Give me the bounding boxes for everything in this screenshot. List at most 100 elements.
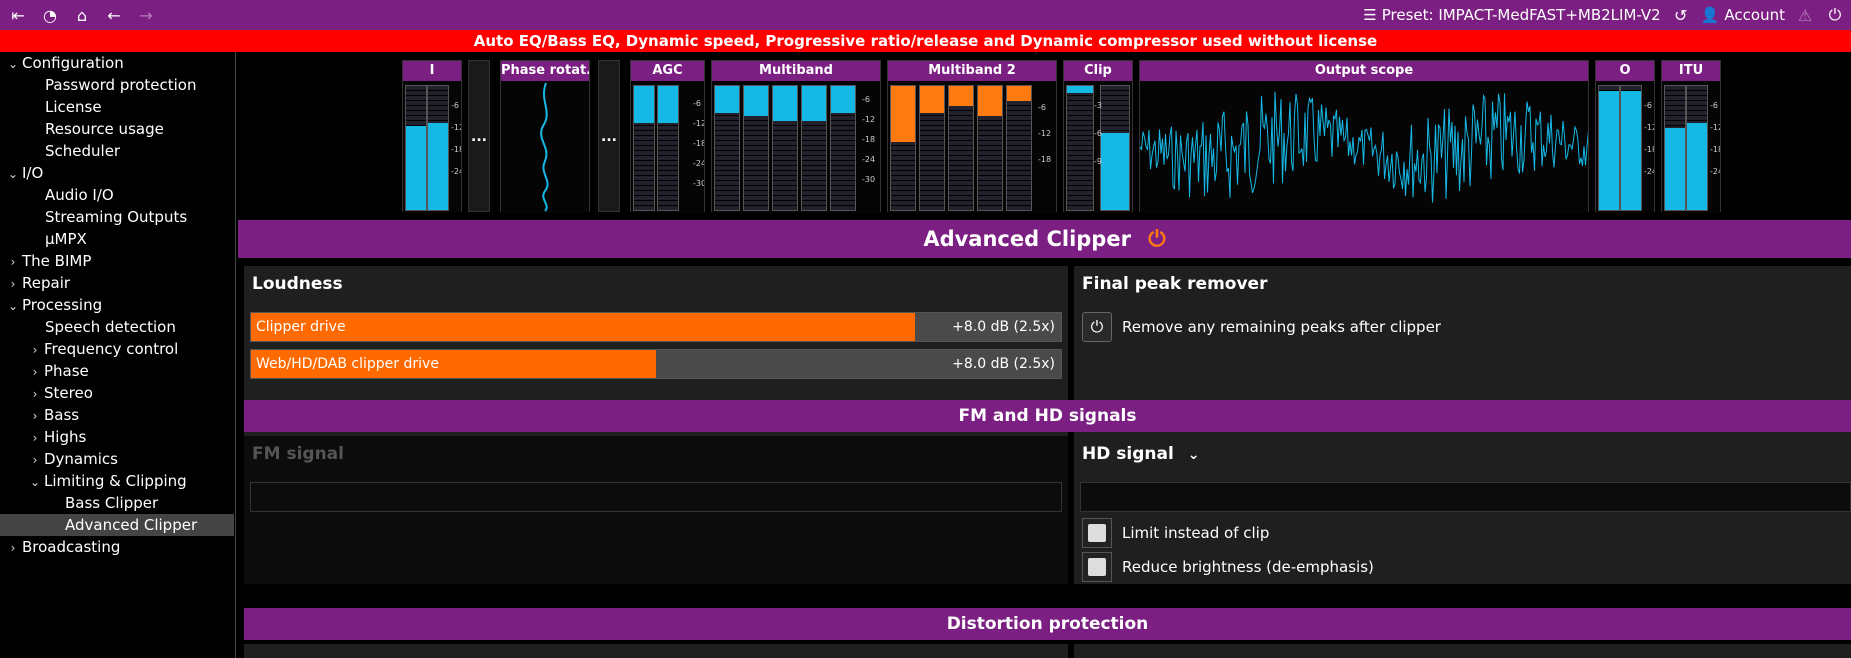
power-icon: ⏻ [1090, 317, 1104, 336]
reduce-brightness-checkbox[interactable] [1082, 552, 1112, 582]
undo-icon[interactable]: ↺ [1674, 5, 1688, 25]
multiband-2-meter-title: Multiband 2 [888, 61, 1056, 81]
more-meters-button[interactable]: ... [468, 60, 490, 212]
account-label: Account [1724, 6, 1785, 24]
back-arrow-icon[interactable]: ← [107, 5, 121, 25]
sidebar-item-scheduler[interactable]: Scheduler [45, 142, 121, 160]
chevron-down-icon: ⌄ [1187, 447, 1200, 463]
web-clipper-drive-slider[interactable]: Web/HD/DAB clipper drive +8.0 dB (2.5x) [250, 349, 1062, 379]
sidebar-item-highs[interactable]: › Highs [26, 426, 260, 448]
preset-selector[interactable]: ☰ Preset: IMPACT-MedFAST+MB2LIM-V2 [1363, 6, 1660, 24]
fm-hd-header: FM and HD signals [244, 400, 1851, 432]
limit-instead-checkbox[interactable] [1082, 518, 1112, 548]
reduce-brightness-label: Reduce brightness (de-emphasis) [1122, 558, 1374, 576]
sidebar-item-the-bimp[interactable]: › The BIMP [4, 250, 238, 272]
clipper-drive-slider[interactable]: Clipper drive +8.0 dB (2.5x) [250, 312, 1062, 342]
sidebar-item-advanced-clipper[interactable]: Advanced Clipper [0, 514, 234, 536]
sidebar-item-stereo[interactable]: › Stereo [26, 382, 260, 404]
sidebar-item-bass-clipper[interactable]: Bass Clipper [65, 494, 159, 512]
clipper-drive-value: +8.0 dB (2.5x) [952, 319, 1055, 335]
sidebar-item-streaming-outputs[interactable]: Streaming Outputs [45, 208, 188, 226]
fm-signal-title: FM signal [252, 444, 344, 464]
chevron-down-icon: ⌄ [7, 57, 19, 71]
distortion-header: Distortion protection [244, 608, 1851, 640]
chevron-down-icon: ⌄ [7, 167, 19, 181]
web-clipper-drive-value: +8.0 dB (2.5x) [952, 356, 1055, 372]
license-warning: Auto EQ/Bass EQ, Dynamic speed, Progress… [0, 30, 1851, 52]
first-page-icon[interactable]: ⇤ [11, 5, 25, 25]
home-icon[interactable]: ⌂ [76, 5, 88, 25]
account-button[interactable]: 👤 Account [1701, 6, 1785, 24]
final-peak-title: Final peak remover [1082, 274, 1268, 294]
user-icon: 👤 [1700, 6, 1720, 24]
sidebar-item-audio-io[interactable]: Audio I/O [45, 186, 114, 204]
distortion-panel-left [244, 644, 1068, 658]
power-icon[interactable]: ⏻ [1828, 5, 1842, 24]
itu-meter[interactable]: ITU -6 -12 -18 -24 [1661, 60, 1721, 213]
sidebar-item-io[interactable]: ⌄ I/O [4, 162, 238, 184]
agc-meter-title: AGC [631, 61, 704, 81]
forward-arrow-icon[interactable]: → [139, 5, 153, 25]
multiband-meter-title: Multiband [712, 61, 880, 81]
output-scope[interactable]: Output scope [1139, 60, 1589, 213]
dashboard-icon[interactable]: ◔ [43, 5, 57, 25]
sidebar-item-password-protection[interactable]: Password protection [45, 76, 197, 94]
sidebar-item-limiting-clipping[interactable]: ⌄ Limiting & Clipping [26, 470, 260, 492]
sidebar-item-repair[interactable]: › Repair [4, 272, 238, 294]
chevron-right-icon: › [32, 387, 38, 401]
sidebar-item-speech-detection[interactable]: Speech detection [45, 318, 176, 336]
final-peak-option: Remove any remaining peaks after clipper [1122, 318, 1441, 336]
hd-signal-dropdown[interactable]: HD signal ⌄ [1082, 444, 1199, 464]
sidebar-item-processing[interactable]: ⌄ Processing [4, 294, 238, 316]
distortion-panel-right [1074, 644, 1851, 658]
hd-signal-field[interactable] [1080, 482, 1851, 512]
web-clipper-drive-label: Web/HD/DAB clipper drive [256, 356, 439, 372]
hd-signal-title: HD signal [1082, 444, 1174, 464]
sidebar-item-broadcasting[interactable]: › Broadcasting [4, 536, 238, 558]
sidebar-item-frequency-control[interactable]: › Frequency control [26, 338, 260, 360]
agc-meter[interactable]: AGC -6 -12 -18 -24 -30 [630, 60, 705, 213]
more-meters-button-2[interactable]: ... [598, 60, 620, 212]
sidebar-tree: ⌄ Configuration Password protection Licen… [0, 52, 236, 658]
phase-rotator-meter[interactable]: Phase rotat... [500, 60, 590, 213]
web-clipper-drive-fill [251, 350, 656, 378]
sidebar-item-resource-usage[interactable]: Resource usage [45, 120, 164, 138]
sidebar-item-phase[interactable]: › Phase [26, 360, 260, 382]
input-meter[interactable]: I -6 -12 -18 -24 [402, 60, 462, 213]
sidebar-item-bass[interactable]: › Bass [26, 404, 260, 426]
preset-label: Preset: IMPACT-MedFAST+MB2LIM-V2 [1381, 6, 1661, 24]
input-meter-title: I [403, 61, 461, 81]
limit-instead-label: Limit instead of clip [1122, 524, 1270, 542]
chevron-right-icon: › [32, 453, 38, 467]
chevron-right-icon: › [10, 541, 16, 555]
phase-meter-title: Phase rotat... [501, 61, 589, 81]
warning-icon[interactable]: ⚠ [1797, 5, 1813, 25]
multiband-meter[interactable]: Multiband -6 -12 -18 -24 -30 [711, 60, 881, 213]
fm-signal-field[interactable] [250, 482, 1062, 512]
chevron-right-icon: › [32, 431, 38, 445]
chevron-down-icon: ⌄ [29, 475, 41, 489]
power-toggle-icon[interactable]: ⏻ [1148, 227, 1166, 252]
sidebar-item-license[interactable]: License [45, 98, 102, 116]
final-peak-toggle[interactable]: ⏻ [1082, 312, 1112, 342]
chevron-right-icon: › [32, 365, 38, 379]
chevron-right-icon: › [32, 343, 38, 357]
preset-list-icon: ☰ [1363, 6, 1377, 24]
clipper-drive-label: Clipper drive [256, 319, 346, 335]
multiband-2-meter[interactable]: Multiband 2 -6 -12 -18 [887, 60, 1057, 213]
chevron-right-icon: › [10, 255, 16, 269]
output-meter[interactable]: O -6 -12 -18 -24 [1595, 60, 1655, 213]
clipper-drive-fill [251, 313, 916, 341]
clip-meter[interactable]: Clip -3 -6 -9 [1063, 60, 1133, 213]
hd-signal-panel: HD signal ⌄ Limit instead of clip Reduce… [1074, 436, 1851, 584]
scope-trace [1140, 91, 1588, 203]
clip-meter-title: Clip [1064, 61, 1132, 81]
fm-signal-panel: FM signal [244, 436, 1068, 584]
sidebar-item-configuration[interactable]: ⌄ Configuration [4, 52, 238, 74]
page-title: Advanced Clipper [923, 227, 1131, 251]
meter-strip: I -6 -12 -18 -24 ... Phase rotat... [238, 52, 1851, 220]
output-meter-title: O [1596, 61, 1654, 81]
scope-waveform [1140, 91, 1588, 203]
sidebar-item-umpx[interactable]: µMPX [45, 230, 87, 248]
sidebar-item-dynamics[interactable]: › Dynamics [26, 448, 260, 470]
